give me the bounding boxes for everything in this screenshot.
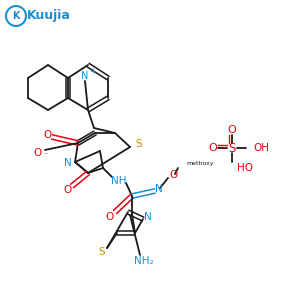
Text: O: O — [208, 143, 217, 153]
Text: NH₂: NH₂ — [134, 256, 154, 266]
Text: N: N — [155, 184, 163, 194]
Text: O: O — [169, 170, 177, 180]
Text: O: O — [34, 148, 42, 158]
Text: O: O — [228, 125, 236, 135]
Text: methoxy: methoxy — [186, 161, 214, 166]
Text: HO: HO — [237, 163, 253, 173]
Text: N: N — [64, 158, 72, 168]
Text: NH: NH — [111, 176, 127, 186]
Text: O: O — [64, 185, 72, 195]
Text: S: S — [136, 139, 142, 149]
Text: N: N — [144, 212, 152, 222]
Text: N: N — [81, 71, 89, 81]
Text: S: S — [228, 142, 236, 154]
Text: OH: OH — [253, 143, 269, 153]
Text: +: + — [89, 67, 95, 76]
Text: S: S — [99, 247, 105, 257]
Text: O: O — [43, 130, 51, 140]
Text: ⁻: ⁻ — [44, 151, 48, 160]
Text: Kuujia: Kuujia — [27, 10, 71, 22]
Text: K: K — [12, 11, 20, 21]
Text: O: O — [106, 212, 114, 222]
